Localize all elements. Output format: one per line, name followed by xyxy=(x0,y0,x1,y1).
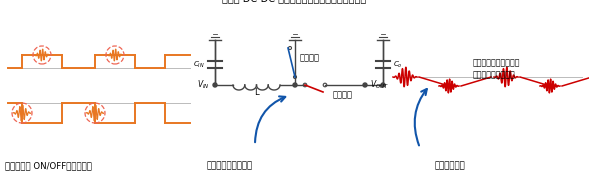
Text: 低边开关: 低边开关 xyxy=(300,53,320,62)
Text: 低边开关的 ON/OFF引发的振动: 低边开关的 ON/OFF引发的振动 xyxy=(5,161,92,170)
Text: 输出电压波形: 输出电压波形 xyxy=(435,161,466,170)
Circle shape xyxy=(363,83,367,87)
Text: 开关节点的电压波形: 开关节点的电压波形 xyxy=(207,161,253,170)
Text: 高边开关: 高边开关 xyxy=(333,90,353,99)
Text: $V_{OUT}$: $V_{OUT}$ xyxy=(370,79,389,91)
Circle shape xyxy=(213,83,217,87)
Text: $V_{IN}$: $V_{IN}$ xyxy=(197,79,210,91)
Text: $C_o$: $C_o$ xyxy=(393,59,403,70)
Circle shape xyxy=(381,83,385,87)
Text: $C_{IN}$: $C_{IN}$ xyxy=(193,59,205,70)
Text: L: L xyxy=(254,88,259,97)
Circle shape xyxy=(293,83,297,87)
Text: 升压型 DC-DC 转换器的开关节点和输出电压波形: 升压型 DC-DC 转换器的开关节点和输出电压波形 xyxy=(222,0,366,3)
Text: 输出电压的纹波电压和
振铃导致的高频噪声: 输出电压的纹波电压和 振铃导致的高频噪声 xyxy=(473,58,521,80)
